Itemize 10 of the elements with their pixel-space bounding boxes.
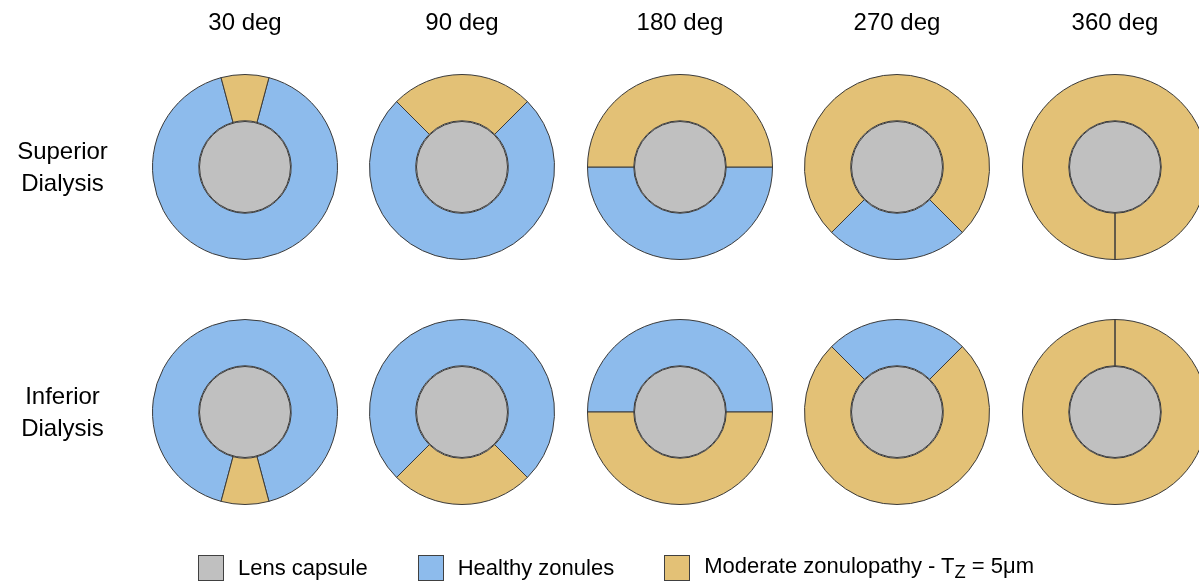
chart-title: 360 deg xyxy=(1070,8,1160,36)
chart-title: 270 deg xyxy=(852,8,942,36)
text: Lens capsule xyxy=(238,555,368,582)
chart-title: 180 deg xyxy=(635,8,725,36)
legend-label: Healthy zonules xyxy=(457,555,615,582)
text: Inferior Dialysis xyxy=(20,381,105,443)
chart-title: 90 deg xyxy=(424,8,500,36)
chart-title: 30 deg xyxy=(207,8,283,36)
legend-label: Moderate zonulopathy - T$_{Z}$ = 5μm xyxy=(704,553,1035,584)
text: Superior Dialysis xyxy=(16,136,109,198)
